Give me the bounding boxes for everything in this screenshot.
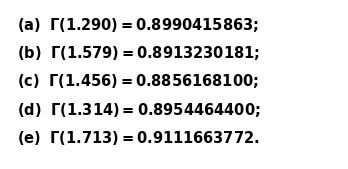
Text: $\mathbf{(d)}$  $\mathbf{\Gamma(1.314) = 0.8954464400;}$: $\mathbf{(d)}$ $\mathbf{\Gamma(1.314) = … (17, 101, 261, 119)
Text: $\mathbf{(a)}$  $\mathbf{\Gamma(1.290) = 0.8990415863;}$: $\mathbf{(a)}$ $\mathbf{\Gamma(1.290) = … (17, 16, 259, 33)
Text: $\mathbf{(e)}$  $\mathbf{\Gamma(1.713) = 0.9111663772.}$: $\mathbf{(e)}$ $\mathbf{\Gamma(1.713) = … (17, 129, 260, 147)
Text: $\mathbf{(b)}$  $\mathbf{\Gamma(1.579) = 0.8913230181;}$: $\mathbf{(b)}$ $\mathbf{\Gamma(1.579) = … (17, 44, 260, 62)
Text: $\mathbf{(c)}$  $\mathbf{\Gamma(1.456) = 0.8856168100;}$: $\mathbf{(c)}$ $\mathbf{\Gamma(1.456) = … (17, 72, 259, 90)
